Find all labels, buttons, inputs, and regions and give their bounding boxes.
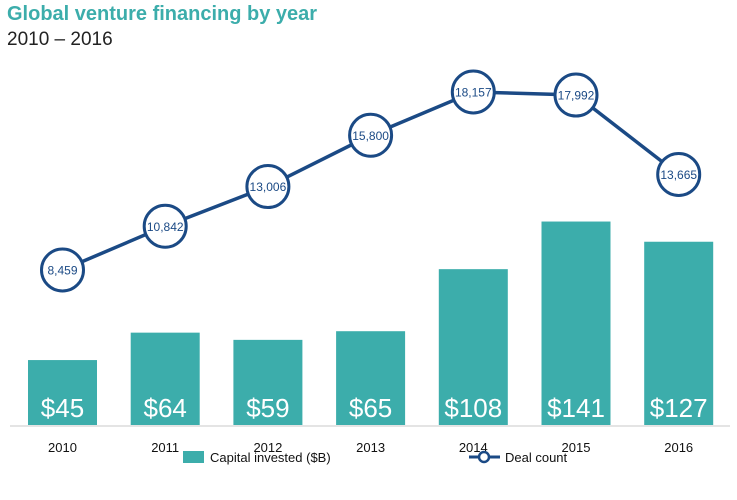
deal-point-2012 xyxy=(245,164,291,210)
deal-point-2011 xyxy=(142,203,188,249)
deal-point-2014 xyxy=(450,69,496,115)
x-tick-2015: 2015 xyxy=(562,440,591,455)
deal-label-2010: 8,459 xyxy=(47,264,77,278)
deal-point-2016 xyxy=(656,151,702,197)
x-tick-2016: 2016 xyxy=(664,440,693,455)
bar-2016 xyxy=(644,241,714,425)
deal-point-2010 xyxy=(40,247,85,293)
x-tick-2011: 2011 xyxy=(151,440,179,455)
bar-label-2016: $127 xyxy=(650,393,708,423)
legend-label-capital: Capital invested ($B) xyxy=(210,450,331,465)
bar-label-2010: $45 xyxy=(41,393,84,423)
bar-2015 xyxy=(541,221,611,425)
legend-label-deals: Deal count xyxy=(505,450,568,465)
deal-point-2015 xyxy=(553,72,599,118)
x-tick-2014: 2014 xyxy=(459,440,488,455)
bar-2011 xyxy=(130,332,200,425)
bar-label-2015: $141 xyxy=(547,393,605,423)
deal-label-2012: 13,006 xyxy=(250,180,287,194)
deal-point-2013 xyxy=(348,112,394,158)
x-tick-2010: 2010 xyxy=(48,440,77,455)
legend-swatch-capital xyxy=(183,451,204,463)
bar-label-2014: $108 xyxy=(444,393,502,423)
chart-title: Global venture financing by year xyxy=(7,3,318,25)
legend-marker-deals xyxy=(477,450,491,464)
bar-2010 xyxy=(28,360,97,425)
bar-2013 xyxy=(336,331,406,425)
deal-label-2015: 17,992 xyxy=(558,89,595,103)
x-tick-2013: 2013 xyxy=(356,440,385,455)
bar-label-2012: $59 xyxy=(246,393,289,423)
bar-label-2013: $65 xyxy=(349,393,392,423)
deal-label-2011: 10,842 xyxy=(147,220,184,234)
deal-label-2014: 18,157 xyxy=(455,86,492,100)
x-tick-2012: 2012 xyxy=(253,440,282,455)
bar-label-2011: $64 xyxy=(144,393,187,423)
deal-label-2016: 13,665 xyxy=(660,168,697,182)
bar-2012 xyxy=(233,339,303,425)
bar-2014 xyxy=(438,269,508,425)
deal-label-2013: 15,800 xyxy=(352,129,389,143)
chart-subtitle: 2010 – 2016 xyxy=(7,29,113,50)
